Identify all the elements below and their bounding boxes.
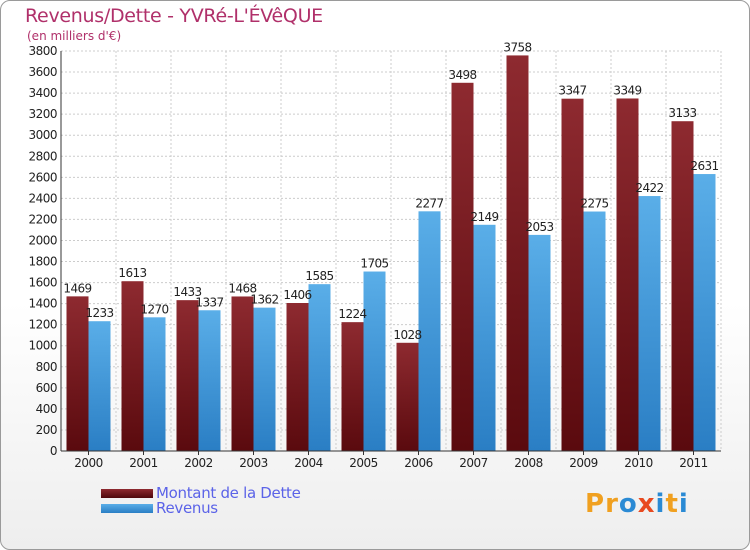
bar-dette	[506, 55, 529, 451]
data-label-dette: 1028	[393, 328, 421, 342]
y-tick-label: 2000	[28, 233, 57, 247]
bar-dette	[286, 303, 309, 451]
bar-revenus	[143, 317, 166, 451]
proxiti-logo: Proxiti	[585, 489, 689, 519]
y-tick-label: 2400	[28, 191, 57, 205]
logo-letter: P	[585, 489, 606, 519]
data-label-dette: 3498	[448, 68, 476, 82]
bar-dette	[671, 121, 694, 452]
x-tick-label: 2006	[404, 456, 433, 470]
data-label-revenus: 2422	[635, 181, 663, 195]
bar-revenus	[583, 211, 606, 451]
x-tick-label: 2007	[459, 456, 488, 470]
data-label-dette: 1613	[118, 266, 146, 280]
data-label-dette: 3133	[668, 106, 696, 120]
x-tick-label: 2008	[514, 456, 543, 470]
data-label-dette: 1469	[63, 281, 91, 295]
y-tick-label: 2800	[28, 149, 57, 163]
legend-swatch-dette	[101, 489, 153, 498]
logo-letter: r	[605, 489, 619, 519]
y-tick-label: 1000	[28, 339, 57, 353]
bar-dette	[176, 300, 199, 451]
data-label-dette: 3347	[558, 84, 586, 98]
data-label-dette: 3758	[503, 40, 531, 54]
y-tick-label: 400	[36, 402, 57, 416]
y-tick-label: 3400	[28, 86, 57, 100]
x-tick-label: 2002	[184, 456, 213, 470]
y-tick-label: 2600	[28, 170, 57, 184]
y-tick-label: 1600	[28, 276, 57, 290]
data-label-dette: 1224	[338, 307, 366, 321]
y-tick-label: 3800	[28, 44, 57, 58]
bar-dette	[561, 98, 584, 452]
y-tick-label: 1800	[28, 255, 57, 269]
data-label-revenus: 1585	[305, 269, 333, 283]
y-tick-label: 800	[36, 360, 57, 374]
data-label-revenus: 2149	[470, 210, 498, 224]
logo-letter: i	[655, 489, 666, 519]
data-label-revenus: 1233	[85, 306, 113, 320]
y-tick-label: 0	[50, 444, 57, 458]
data-label-revenus: 1270	[140, 302, 168, 316]
data-label-dette: 1433	[173, 285, 201, 299]
bar-dette	[341, 322, 364, 451]
legend-label-dette: Montant de la Dette	[156, 484, 301, 502]
legend-label-revenus: Revenus	[156, 499, 218, 517]
legend-swatch-revenus	[101, 504, 153, 513]
y-tick-label: 1400	[28, 297, 57, 311]
chart-title: Revenus/Dette - YVRé-L'ÉVêQUE	[25, 5, 323, 27]
logo-letter: x	[637, 489, 656, 519]
x-tick-label: 2004	[294, 456, 323, 470]
bar-revenus	[473, 224, 496, 451]
data-label-revenus: 2631	[690, 159, 718, 173]
bar-revenus	[528, 234, 551, 451]
bar-revenus	[308, 284, 331, 451]
bar-dette	[121, 281, 144, 451]
data-label-revenus: 1705	[360, 257, 388, 271]
y-tick-label: 200	[36, 423, 57, 437]
logo-letter: i	[678, 489, 689, 519]
x-tick-label: 2003	[239, 456, 268, 470]
bar-revenus	[198, 310, 221, 451]
data-label-revenus: 2275	[580, 197, 608, 211]
bar-dette	[616, 98, 639, 451]
chart-subtitle: (en milliers d'€)	[27, 29, 122, 43]
x-tick-label: 2009	[569, 456, 598, 470]
y-tick-label: 3000	[28, 128, 57, 142]
y-tick-label: 1200	[28, 318, 57, 332]
bar-dette	[451, 82, 474, 451]
y-tick-label: 3600	[28, 65, 57, 79]
data-label-dette: 3349	[613, 83, 641, 97]
x-tick-label: 2011	[679, 456, 708, 470]
data-label-revenus: 1337	[195, 295, 223, 309]
x-tick-label: 2000	[74, 456, 103, 470]
bar-dette	[231, 296, 254, 451]
y-tick-label: 600	[36, 381, 57, 395]
data-label-revenus: 2277	[415, 196, 443, 210]
bar-revenus	[693, 174, 716, 452]
bar-revenus	[88, 321, 111, 451]
bar-revenus	[418, 211, 441, 451]
x-tick-label: 2005	[349, 456, 378, 470]
data-label-revenus: 1362	[250, 293, 278, 307]
bar-dette	[66, 296, 89, 451]
x-tick-label: 2010	[624, 456, 653, 470]
data-label-dette: 1406	[283, 288, 311, 302]
bar-dette	[396, 342, 419, 451]
logo-letter: t	[665, 489, 679, 519]
bar-revenus	[638, 196, 661, 451]
bar-revenus	[253, 307, 276, 451]
bar-revenus	[363, 271, 386, 451]
data-label-dette: 1468	[228, 281, 256, 295]
y-tick-label: 2200	[28, 212, 57, 226]
logo-letter: o	[618, 489, 638, 519]
y-tick-label: 3200	[28, 107, 57, 121]
data-label-revenus: 2053	[525, 220, 553, 234]
x-tick-label: 2001	[129, 456, 158, 470]
